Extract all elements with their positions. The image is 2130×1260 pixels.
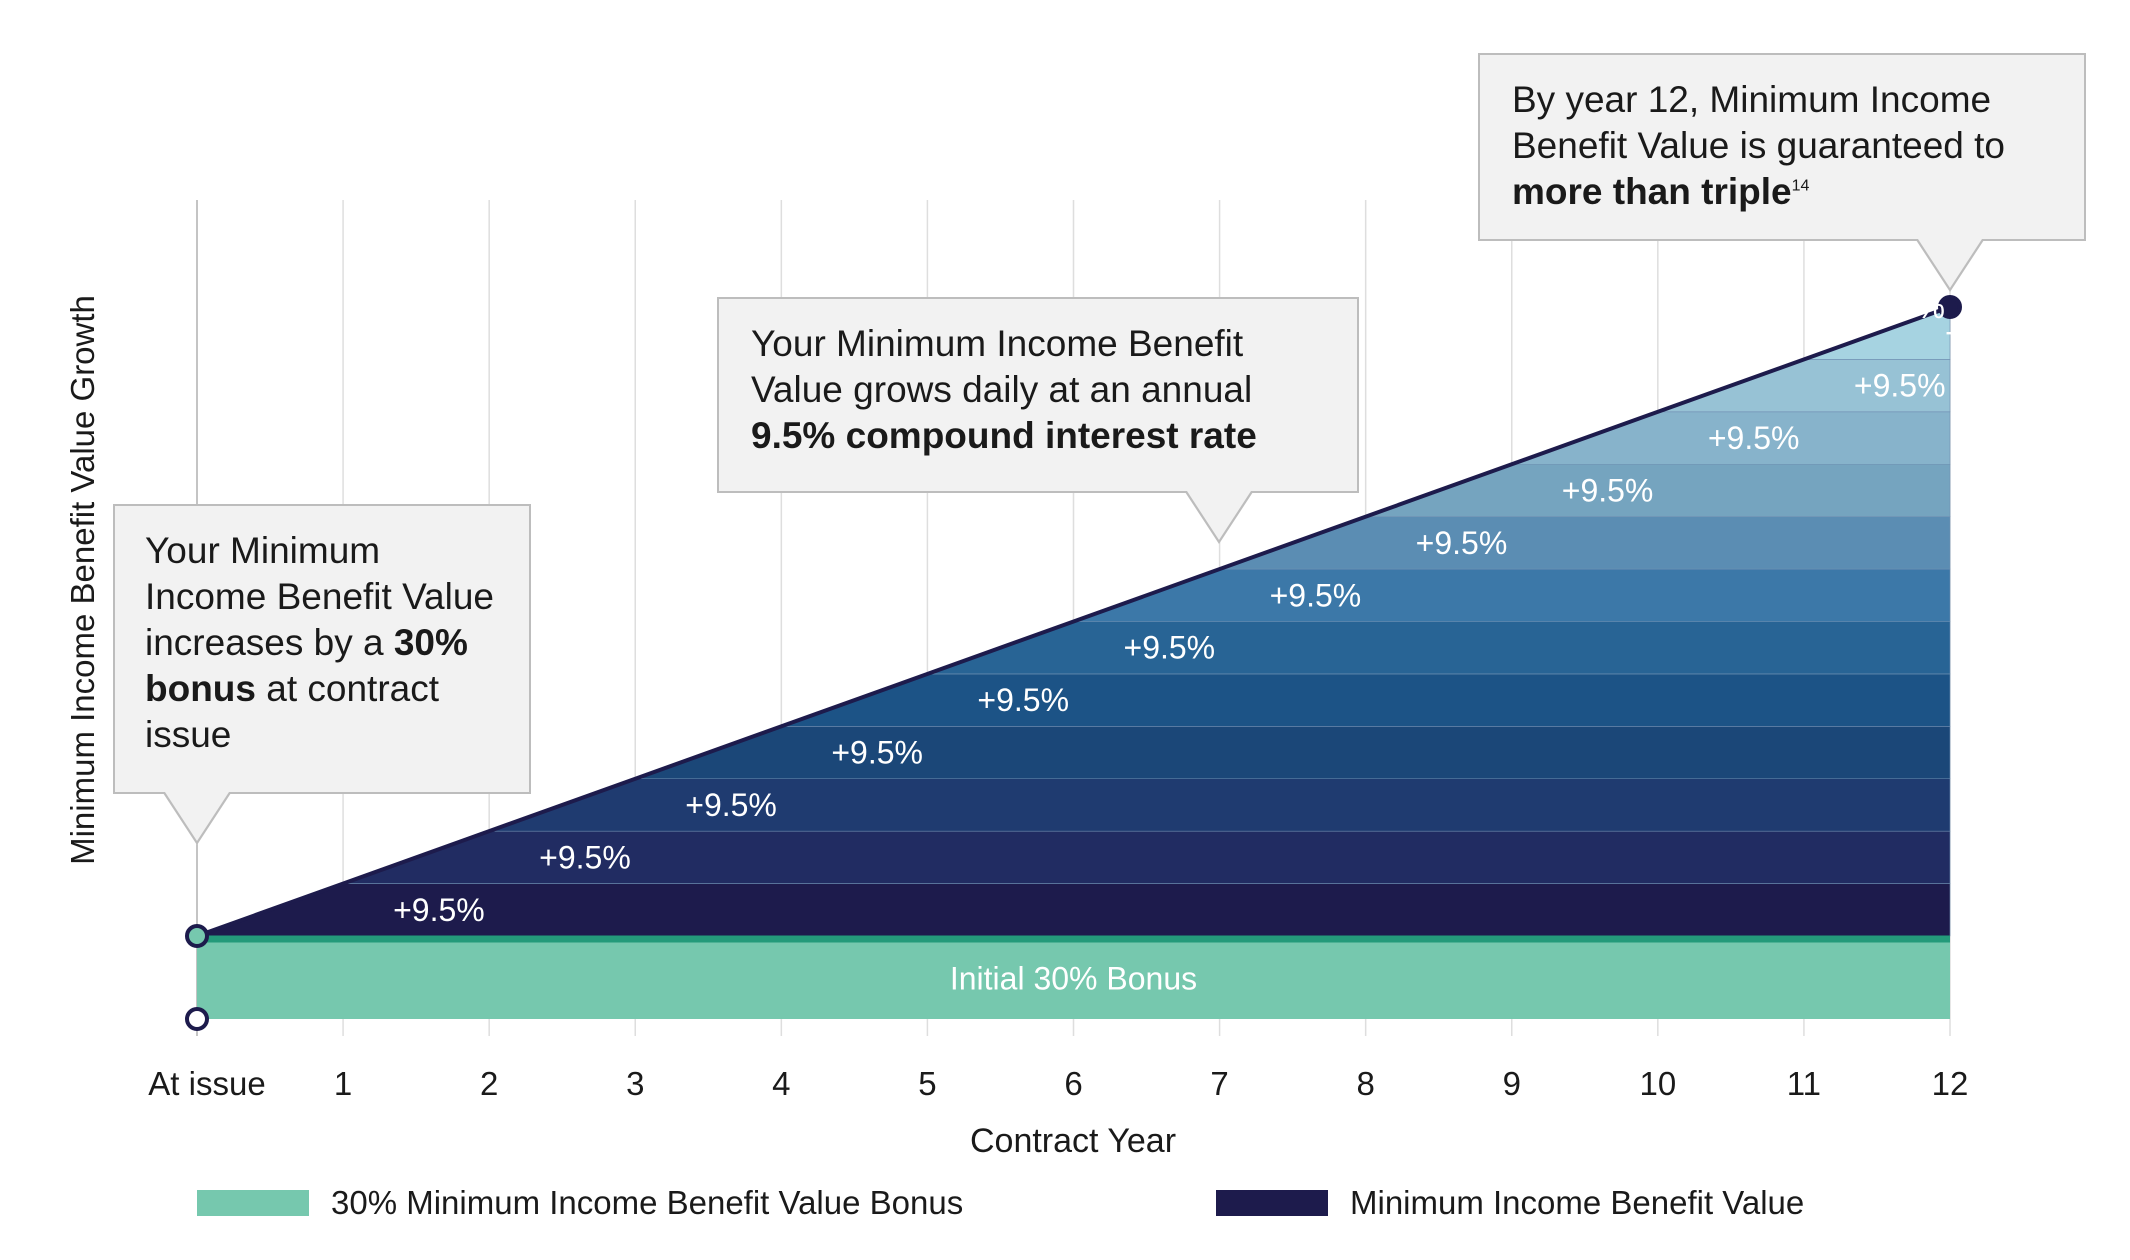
legend-label: 30% Minimum Income Benefit Value Bonus (331, 1184, 963, 1221)
x-tick-label: 11 (1787, 1065, 1821, 1102)
step-label: +9.5% (1416, 525, 1508, 561)
x-tick-labels: At issue 1 2 3 4 5 6 7 8 9 10 11 12 (148, 1065, 1968, 1102)
callout-bonus-text-end: at contract issue (145, 668, 440, 755)
step-label: +9.5% (1562, 472, 1654, 508)
legend-swatch (1216, 1190, 1328, 1216)
y-axis-label: Minimum Income Benefit Value Growth (64, 295, 101, 865)
step-label: +9.5% (685, 787, 777, 823)
x-tick-label: 3 (626, 1065, 644, 1102)
legend: 30% Minimum Income Benefit Value Bonus Mi… (197, 1184, 1804, 1221)
callout-bonus: Your Minimum Income Benefit Value increa… (113, 504, 531, 794)
callout-triple-text: By year 12, Minimum Income Benefit Value… (1512, 79, 2005, 166)
x-tick-label: 12 (1932, 1065, 1969, 1102)
x-tick-label: 5 (918, 1065, 936, 1102)
legend-label: Minimum Income Benefit Value (1350, 1184, 1804, 1221)
callout-growth: Your Minimum Income Benefit Value grows … (717, 297, 1359, 493)
step-label: +9.5% (1945, 315, 2037, 351)
step-label: +9.5% (1708, 420, 1800, 456)
x-tick-label: 4 (772, 1065, 790, 1102)
x-tick-label: 9 (1503, 1065, 1521, 1102)
value-growth-line (196, 305, 1951, 938)
bonus-band (197, 936, 1950, 1019)
year-12-marker (1938, 295, 1962, 319)
callout-growth-emphasis: 9.5% compound interest rate (751, 415, 1257, 456)
callout-triple: By year 12, Minimum Income Benefit Value… (1478, 53, 2086, 241)
step-label: +9.5% (977, 682, 1069, 718)
callout-bonus-text: Your Minimum Income Benefit Value increa… (145, 530, 494, 663)
step-label: +9.5% (1270, 577, 1362, 613)
value-band (1073, 568, 1951, 622)
step-label: +9.5% (393, 892, 485, 928)
step-label: +9.5% (1853, 289, 1945, 325)
step-label: +9.5% (831, 735, 923, 771)
callout-triple-emphasis: more than triple (1512, 171, 1792, 212)
value-band (1219, 516, 1951, 570)
x-tick-label: 6 (1064, 1065, 1082, 1102)
x-tick-label: 1 (334, 1065, 352, 1102)
x-tick-label: 7 (1210, 1065, 1228, 1102)
legend-swatch (197, 1190, 309, 1216)
x-axis-label: Contract Year (970, 1122, 1176, 1160)
x-tick-label: 2 (480, 1065, 498, 1102)
x-tick-label: At issue (148, 1065, 265, 1102)
callout-growth-text: Your Minimum Income Benefit Value grows … (751, 323, 1253, 410)
baseline-marker (185, 1007, 209, 1031)
value-band (781, 673, 1951, 727)
issue-marker (185, 924, 209, 948)
value-band (1365, 463, 1951, 517)
step-label: +9.5% (1854, 368, 1946, 404)
step-labels: +9.5%+9.5%+9.5%+9.5%+9.5%+9.5%+9.5%+9.5%… (393, 289, 2037, 928)
bonus-band-label: Initial 30% Bonus (950, 961, 1197, 997)
x-tick-label: 10 (1639, 1065, 1676, 1102)
x-tick-label: 8 (1356, 1065, 1374, 1102)
callout-bonus-emphasis: 30% bonus (145, 622, 468, 709)
step-label: +9.5% (539, 839, 631, 875)
callout-triple-footnote: 14 (1791, 177, 1810, 195)
value-band (927, 621, 1951, 675)
step-label: +9.5% (1124, 630, 1216, 666)
value-bands (196, 306, 1951, 937)
